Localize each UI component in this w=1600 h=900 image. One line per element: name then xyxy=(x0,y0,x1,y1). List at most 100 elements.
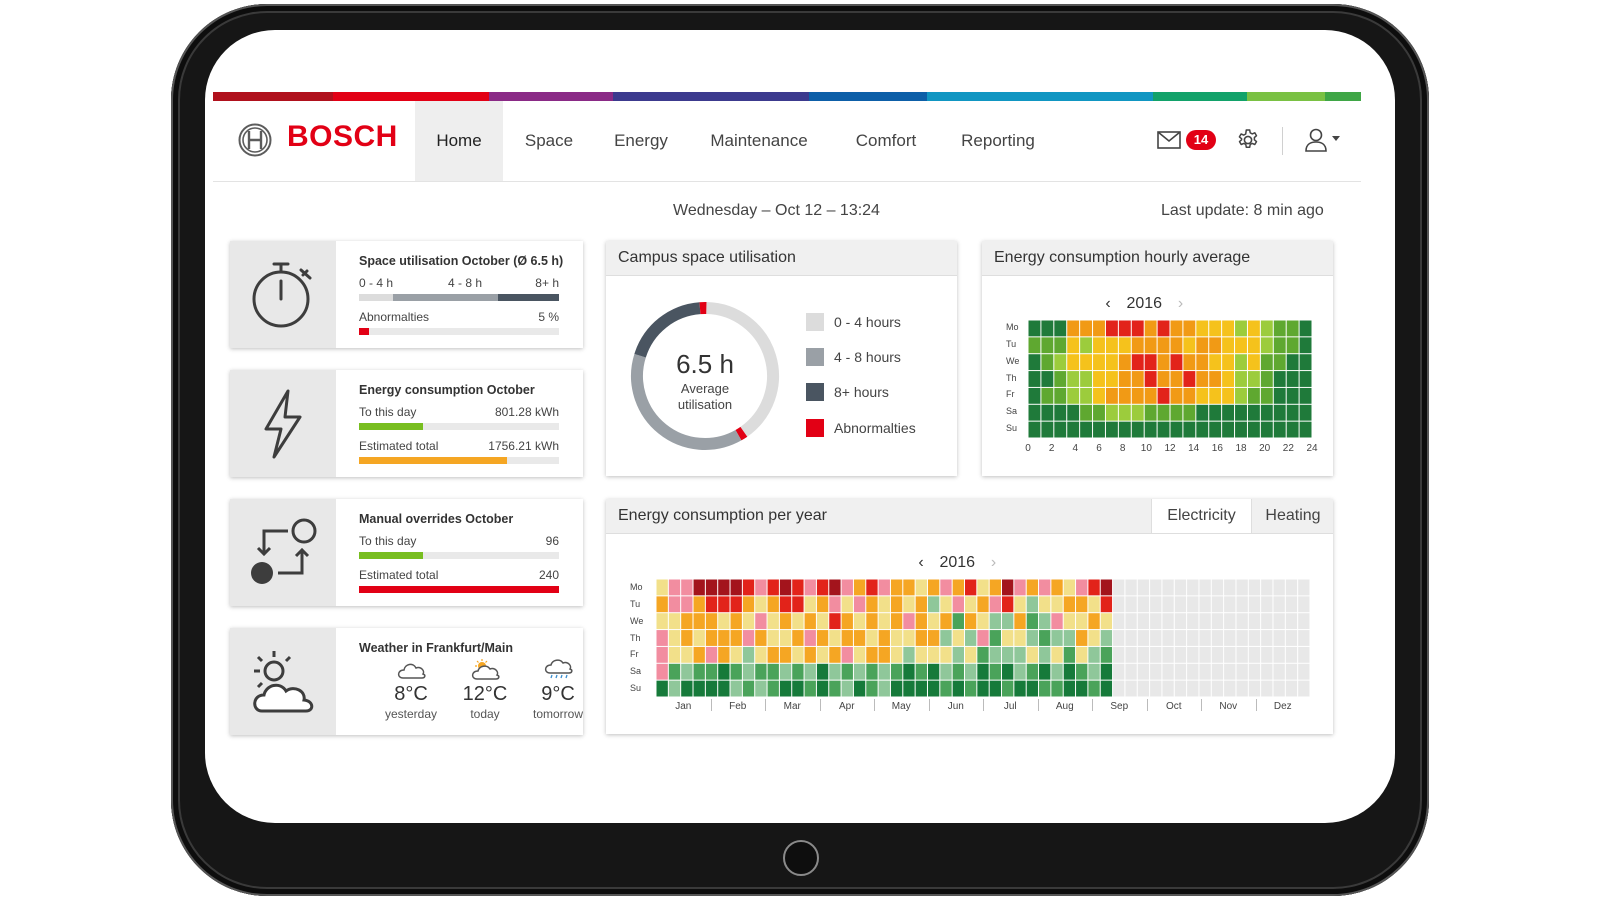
heatmap-cell xyxy=(1222,320,1235,337)
heatmap-cell xyxy=(804,663,816,680)
heatmap-cell xyxy=(693,579,705,596)
heatmap-cell xyxy=(1211,613,1224,630)
heatmap-cell xyxy=(1131,404,1144,421)
heatmap-cell xyxy=(1026,579,1039,596)
heatmap-cell xyxy=(989,579,1002,596)
heatmap-cell xyxy=(1002,579,1014,596)
chevron-left-icon[interactable]: ‹ xyxy=(918,554,924,571)
chevron-right-icon[interactable]: › xyxy=(990,554,997,571)
heatmap-cell xyxy=(1093,337,1105,354)
heatmap-cell xyxy=(1041,337,1054,354)
heatmap-cell xyxy=(1298,680,1310,697)
heatmap-cell xyxy=(1105,320,1118,337)
heatmap-cell xyxy=(927,646,940,663)
nav-space[interactable]: Space xyxy=(524,131,574,150)
heatmap-cell xyxy=(1199,630,1211,646)
month-label: Sep xyxy=(1110,701,1129,712)
heatmap-cell xyxy=(742,680,755,697)
heatmap-cell xyxy=(1150,596,1162,613)
weather-card[interactable]: Weather in Frankfurt/Main 8°C yesterday … xyxy=(230,628,583,735)
heatmap-cell xyxy=(1131,421,1144,438)
month-divider xyxy=(819,699,821,711)
heatmap-cell xyxy=(1299,337,1312,354)
nav-home[interactable]: Home xyxy=(415,101,503,181)
gear-icon[interactable] xyxy=(1236,128,1260,152)
nav-energy[interactable]: Energy xyxy=(614,131,668,150)
nav-maintenance[interactable]: Maintenance xyxy=(710,131,808,150)
to-day-value: 801.28 kWh xyxy=(494,405,559,419)
heatmap-cell xyxy=(927,663,940,680)
heatmap-cell xyxy=(1183,387,1196,404)
heatmap-cell xyxy=(1248,579,1261,596)
heatmap-cell xyxy=(1063,596,1076,613)
heatmap-cell xyxy=(668,663,681,680)
heatmap-cell xyxy=(1093,371,1105,387)
heatmap-cell xyxy=(1105,387,1118,404)
heatmap-cell xyxy=(779,579,792,596)
heatmap-cell xyxy=(989,680,1002,697)
heatmap-cell xyxy=(1076,579,1088,596)
day-label: Th xyxy=(1006,372,1017,383)
last-update-text: Last update: 8 min ago xyxy=(1161,202,1324,219)
nav-reporting[interactable]: Reporting xyxy=(961,131,1035,150)
chevron-right-icon[interactable]: › xyxy=(1177,295,1184,312)
heatmap-cell xyxy=(1224,663,1236,680)
tablet-home-button[interactable] xyxy=(783,840,819,876)
heatmap-cell xyxy=(952,613,964,630)
heatmap-cell xyxy=(792,579,804,596)
heatmap-cell xyxy=(1224,680,1236,697)
heatmap-cell xyxy=(1028,421,1041,438)
heatmap-cell xyxy=(718,630,730,646)
energy-consumption-card[interactable]: Energy consumption October To this day 8… xyxy=(230,370,583,477)
mail-icon[interactable] xyxy=(1157,131,1181,149)
heatmap-cell xyxy=(1131,371,1144,387)
heatmap-cell xyxy=(1199,646,1211,663)
heatmap-cell xyxy=(1150,579,1162,596)
heatmap-cell xyxy=(1051,596,1063,613)
chevron-down-icon[interactable] xyxy=(1331,135,1341,143)
heatmap-cell xyxy=(1236,646,1248,663)
heatmap-cell xyxy=(1247,337,1260,354)
heatmap-cell xyxy=(1285,646,1298,663)
heatmap-cell xyxy=(1144,337,1157,354)
heatmap-cell xyxy=(767,663,779,680)
top-navigation: BOSCH Home Space Energy Maintenance Comf… xyxy=(213,101,1361,182)
tab-heating[interactable]: Heating xyxy=(1251,499,1334,533)
heatmap-cell xyxy=(890,680,903,697)
heatmap-cell xyxy=(742,663,755,680)
heatmap-cell xyxy=(1028,404,1041,421)
chevron-left-icon[interactable]: ‹ xyxy=(1105,295,1111,312)
heatmap-cell xyxy=(705,680,718,697)
legend-swatch xyxy=(806,383,824,401)
manual-overrides-card[interactable]: Manual overrides October To this day 96 … xyxy=(230,499,583,606)
heatmap-cell xyxy=(1247,354,1260,371)
heatmap-cell xyxy=(656,680,668,697)
heatmap-cell xyxy=(1162,596,1174,613)
heatmap-cell xyxy=(1299,354,1312,371)
day-label: Mo xyxy=(630,582,643,592)
heatmap-cell xyxy=(853,579,866,596)
heatmap-cell xyxy=(1054,404,1067,421)
heatmap-cell xyxy=(804,680,816,697)
heatmap-cell xyxy=(1125,613,1137,630)
temperature: 12°C xyxy=(462,683,508,705)
tab-electricity[interactable]: Electricity xyxy=(1151,499,1251,533)
heatmap-cell xyxy=(1088,630,1100,646)
heatmap-cell xyxy=(1174,663,1187,680)
heatmap-cell xyxy=(1247,404,1260,421)
space-utilisation-card[interactable]: Space utilisation October (Ø 6.5 h) 0 - … xyxy=(230,241,583,348)
heatmap-cell xyxy=(705,630,718,646)
heatmap-cell xyxy=(730,613,742,630)
nav-comfort[interactable]: Comfort xyxy=(855,131,917,150)
user-icon[interactable] xyxy=(1304,127,1328,153)
heatmap-cell xyxy=(1285,596,1298,613)
heatmap-cell xyxy=(1039,613,1051,630)
heatmap-cell xyxy=(742,596,755,613)
heatmap-cell xyxy=(1174,579,1187,596)
heatmap-cell xyxy=(903,630,915,646)
heatmap-cell xyxy=(1209,320,1222,337)
heatmap-cell xyxy=(1150,613,1162,630)
heatmap-cell xyxy=(903,596,915,613)
heatmap-cell xyxy=(656,596,668,613)
heatmap-cell xyxy=(1026,596,1039,613)
